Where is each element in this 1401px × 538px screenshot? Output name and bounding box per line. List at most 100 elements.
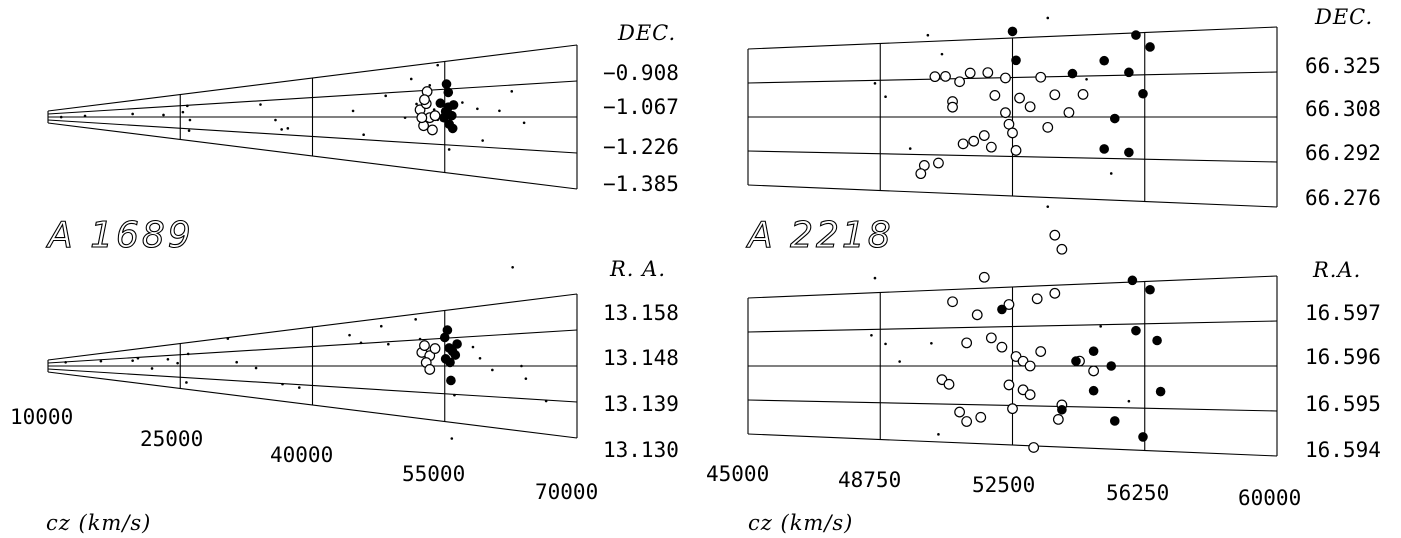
filled-point xyxy=(450,350,461,360)
open-point xyxy=(961,416,973,427)
y-tick-label: 13.148 xyxy=(603,346,679,370)
dot-point xyxy=(414,318,417,321)
dot-point xyxy=(286,127,290,130)
filled-point xyxy=(439,332,450,343)
filled-point xyxy=(443,87,454,98)
dot-point xyxy=(436,63,439,67)
dot-point xyxy=(873,276,877,280)
y-tick-label: 13.130 xyxy=(603,438,679,462)
open-point xyxy=(416,112,428,124)
dot-point xyxy=(471,345,475,349)
y-axis-label: DEC. xyxy=(617,21,676,45)
filled-point xyxy=(447,123,458,134)
dot-point xyxy=(481,139,484,142)
wedge-panel-1-1 xyxy=(747,205,1278,457)
dot-point xyxy=(498,109,501,113)
filled-point xyxy=(439,112,449,123)
filled-point xyxy=(1099,55,1109,66)
filled-point xyxy=(445,357,455,368)
dot-point xyxy=(884,95,887,98)
open-point xyxy=(954,406,965,418)
dot-point xyxy=(524,377,528,380)
open-point xyxy=(1052,413,1064,425)
open-point xyxy=(985,141,997,153)
filled-point xyxy=(435,98,446,109)
dot-point xyxy=(926,33,930,37)
open-point xyxy=(429,110,441,122)
open-point xyxy=(975,411,987,423)
open-point xyxy=(996,341,1008,353)
open-point xyxy=(933,157,944,169)
open-point xyxy=(940,71,951,82)
dot-point xyxy=(908,147,912,150)
open-point xyxy=(947,101,958,113)
y-tick-label: −1.385 xyxy=(603,172,679,196)
dot-point xyxy=(409,77,413,81)
open-point xyxy=(1063,107,1075,118)
x-axis-label: cz (km/s) xyxy=(46,511,151,535)
dot-point xyxy=(254,366,258,370)
open-point xyxy=(947,296,958,308)
open-point xyxy=(1035,71,1047,83)
y-tick-label: −0.908 xyxy=(603,61,679,85)
dot-point xyxy=(379,324,383,328)
dot-point xyxy=(274,118,277,122)
dot-point xyxy=(131,359,134,362)
x-tick-label: 70000 xyxy=(535,480,598,504)
dot-point xyxy=(522,121,526,125)
y-tick-label: 16.597 xyxy=(1305,301,1381,325)
open-point xyxy=(1042,121,1054,133)
open-point xyxy=(424,364,436,375)
x-tick-label: 48750 xyxy=(838,468,901,492)
dot-point xyxy=(873,82,877,85)
y-tick-label: 66.308 xyxy=(1305,97,1381,121)
filled-point xyxy=(1109,416,1120,426)
open-point xyxy=(982,67,994,79)
dot-point xyxy=(1127,399,1131,403)
open-point xyxy=(1000,72,1011,84)
dot-point xyxy=(162,113,165,117)
dot-point xyxy=(64,361,67,364)
dot-point xyxy=(520,364,523,368)
open-point xyxy=(1031,293,1043,305)
open-point xyxy=(1024,389,1036,401)
x-tick-label: 45000 xyxy=(706,462,769,486)
x-tick-label: 25000 xyxy=(140,427,203,451)
dot-point xyxy=(870,333,873,337)
dot-point xyxy=(384,94,387,98)
filled-point xyxy=(1088,346,1099,356)
x-tick-label: 56250 xyxy=(1106,481,1169,505)
dot-point xyxy=(166,357,170,361)
dot-point xyxy=(898,360,901,363)
open-point xyxy=(1007,127,1018,139)
dot-point xyxy=(432,108,436,111)
dot-point xyxy=(59,115,63,119)
filled-point xyxy=(1155,386,1166,397)
dot-point xyxy=(461,101,464,104)
open-point xyxy=(1024,101,1036,113)
filled-point xyxy=(1152,335,1162,346)
filled-point xyxy=(997,304,1007,315)
dot-point xyxy=(136,356,140,360)
open-point xyxy=(429,343,441,354)
x-tick-label: 10000 xyxy=(10,405,73,429)
dot-point xyxy=(348,333,351,337)
y-tick-label: −1.067 xyxy=(603,95,679,119)
open-point xyxy=(1003,299,1015,310)
dot-point xyxy=(428,84,432,87)
x-tick-label: 55000 xyxy=(402,462,465,486)
dot-point xyxy=(188,118,192,122)
y-tick-label: 16.595 xyxy=(1305,392,1381,416)
filled-point xyxy=(1067,68,1078,79)
dot-point xyxy=(884,342,887,346)
filled-point xyxy=(446,375,456,386)
filled-point xyxy=(1109,113,1120,124)
dot-point xyxy=(185,381,188,384)
dot-point xyxy=(403,116,407,119)
x-tick-label: 40000 xyxy=(270,443,333,467)
dot-point xyxy=(281,382,284,386)
open-point xyxy=(1010,145,1022,156)
open-point xyxy=(989,90,1001,101)
y-axis-label: R. A. xyxy=(609,257,666,281)
filled-point xyxy=(1131,30,1141,40)
